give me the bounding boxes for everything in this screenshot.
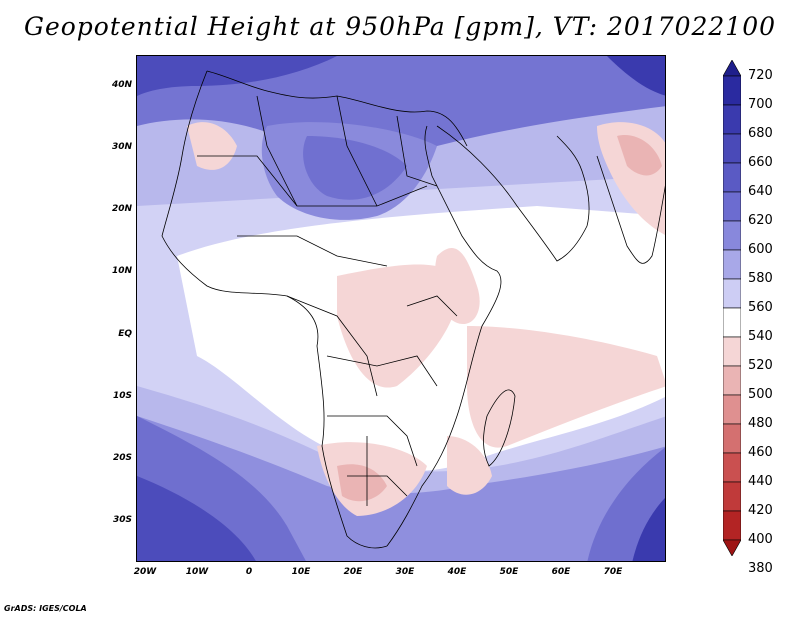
colorbar-label: 700 bbox=[748, 97, 773, 112]
colorbar-label: 560 bbox=[748, 300, 773, 315]
colorbar-segment bbox=[723, 365, 741, 396]
colorbar-segment bbox=[723, 278, 741, 309]
colorbar-segment bbox=[723, 191, 741, 222]
colorbar-segment bbox=[723, 220, 741, 251]
colorbar-segment bbox=[723, 133, 741, 164]
colorbar-label: 460 bbox=[748, 445, 773, 460]
y-label-30s: 30S bbox=[112, 515, 132, 525]
y-label-10n: 10N bbox=[111, 266, 132, 276]
footer-credit: GrADS: IGES/COLA bbox=[4, 604, 87, 613]
x-label-20e: 20E bbox=[343, 567, 363, 577]
y-label-20s: 20S bbox=[112, 453, 132, 463]
x-label-40e: 40E bbox=[447, 567, 467, 577]
colorbar-label: 540 bbox=[748, 329, 773, 344]
colorbar-label: 660 bbox=[748, 155, 773, 170]
colorbar-label: 600 bbox=[748, 242, 773, 257]
x-label-30e: 30E bbox=[395, 567, 415, 577]
colorbar-segment bbox=[723, 452, 741, 483]
y-label-10s: 10S bbox=[112, 391, 132, 401]
colorbar-label: 620 bbox=[748, 213, 773, 228]
colorbar-label: 720 bbox=[748, 68, 773, 83]
x-label-10e: 10E bbox=[291, 567, 311, 577]
colorbar-segment bbox=[723, 307, 741, 338]
colorbar-label: 640 bbox=[748, 184, 773, 199]
colorbar-segment bbox=[723, 423, 741, 454]
colorbar-label: 400 bbox=[748, 532, 773, 547]
colorbar-label: 520 bbox=[748, 358, 773, 373]
colorbar-label: 420 bbox=[748, 503, 773, 518]
colorbar-segment bbox=[723, 104, 741, 135]
y-label-eq: EQ bbox=[118, 329, 132, 339]
colorbar-segment bbox=[723, 510, 741, 541]
colorbar-label: 500 bbox=[748, 387, 773, 402]
y-label-30n: 30N bbox=[111, 142, 132, 152]
colorbar-label: 580 bbox=[748, 271, 773, 286]
colorbar-label: 680 bbox=[748, 126, 773, 141]
colorbar-label: 380 bbox=[748, 561, 773, 576]
colorbar-segment bbox=[723, 249, 741, 280]
colorbar-top-arrow bbox=[723, 60, 741, 77]
x-label-0: 0 bbox=[245, 567, 253, 577]
colorbar-bottom-arrow bbox=[723, 539, 741, 556]
colorbar-segment bbox=[723, 75, 741, 106]
x-label-10w: 10W bbox=[185, 567, 209, 577]
colorbar-segment bbox=[723, 336, 741, 367]
colorbar-segment bbox=[723, 162, 741, 193]
colorbar-label: 440 bbox=[748, 474, 773, 489]
x-label-70e: 70E bbox=[603, 567, 623, 577]
colorbar-label: 480 bbox=[748, 416, 773, 431]
colorbar bbox=[723, 60, 741, 556]
x-label-60e: 60E bbox=[551, 567, 571, 577]
geopotential-field bbox=[137, 56, 665, 561]
colorbar-segment bbox=[723, 481, 741, 512]
colorbar-segment bbox=[723, 394, 741, 425]
y-label-20n: 20N bbox=[111, 204, 132, 214]
x-label-20w: 20W bbox=[133, 567, 157, 577]
x-label-50e: 50E bbox=[499, 567, 519, 577]
y-label-40n: 40N bbox=[111, 80, 132, 90]
map-panel bbox=[136, 55, 666, 562]
map-title: Geopotential Height at 950hPa [gpm], VT:… bbox=[23, 12, 777, 41]
